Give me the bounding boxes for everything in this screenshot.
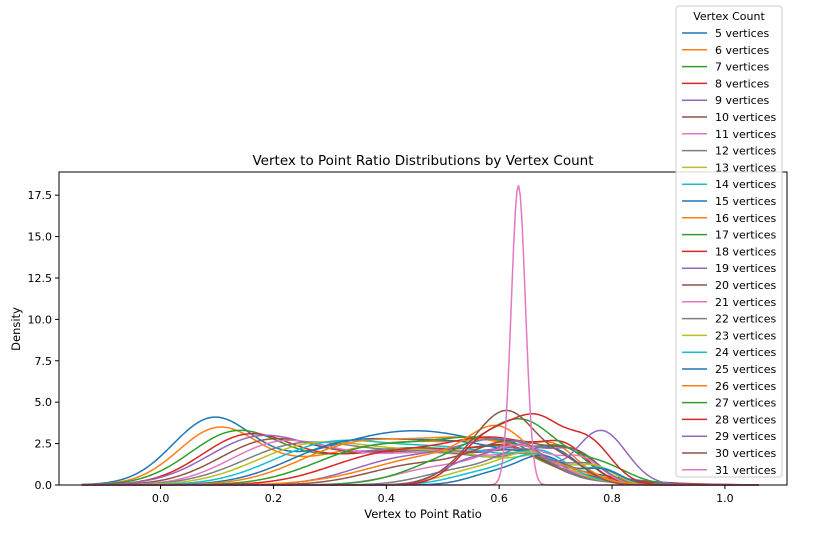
legend-label: 16 vertices	[715, 212, 776, 225]
y-tick-label: 7.5	[35, 355, 53, 368]
axes-frame	[59, 172, 787, 485]
legend-label: 7 vertices	[715, 61, 769, 74]
legend: Vertex Count 5 vertices 6 vertices 7 verti…	[675, 5, 783, 478]
x-axis-label: Vertex to Point Ratio	[364, 507, 482, 521]
legend-label: 12 vertices	[715, 145, 776, 158]
y-tick-label: 12.5	[28, 272, 53, 285]
x-tick-label: 1.0	[716, 492, 734, 505]
legend-label: 17 vertices	[715, 229, 776, 242]
x-tick-label: 0.8	[603, 492, 621, 505]
legend-label: 5 vertices	[715, 27, 769, 40]
legend-label: 29 vertices	[715, 430, 776, 443]
axes-border	[58, 171, 788, 486]
y-tick-label: 5.0	[35, 396, 53, 409]
legend-label: 13 vertices	[715, 161, 776, 174]
legend-label: 9 vertices	[715, 94, 769, 107]
x-axis-ticks: 0.0 0.2 0.4 0.6 0.8 1.0	[152, 485, 734, 505]
y-tick-label: 15.0	[28, 231, 53, 244]
legend-label: 8 vertices	[715, 77, 769, 90]
legend-title: Vertex Count	[693, 10, 765, 23]
legend-label: 25 vertices	[715, 363, 776, 376]
legend-label: 21 vertices	[715, 296, 776, 309]
y-axis-ticks: 0.0 2.5 5.0 7.5 10.0 12.5 15.0 17.5	[28, 189, 59, 492]
legend-label: 26 vertices	[715, 380, 776, 393]
legend-label: 14 vertices	[715, 178, 776, 191]
legend-label: 19 vertices	[715, 262, 776, 275]
legend-label: 30 vertices	[715, 447, 776, 460]
legend-label: 15 vertices	[715, 195, 776, 208]
legend-entries: 5 vertices 6 vertices 7 vertices 8 vertices…	[682, 27, 776, 477]
legend-label: 31 vertices	[715, 464, 776, 477]
legend-label: 10 vertices	[715, 111, 776, 124]
legend-label: 27 vertices	[715, 397, 776, 410]
y-tick-label: 17.5	[28, 189, 53, 202]
x-tick-label: 0.4	[378, 492, 396, 505]
legend-label: 11 vertices	[715, 128, 776, 141]
legend-label: 22 vertices	[715, 313, 776, 326]
x-tick-label: 0.0	[152, 492, 170, 505]
legend-label: 18 vertices	[715, 245, 776, 258]
legend-label: 24 vertices	[715, 346, 776, 359]
legend-label: 6 vertices	[715, 44, 769, 57]
y-tick-label: 2.5	[35, 438, 53, 451]
legend-label: 23 vertices	[715, 329, 776, 342]
legend-label: 28 vertices	[715, 413, 776, 426]
series-line	[81, 416, 759, 486]
y-tick-label: 0.0	[35, 479, 53, 492]
legend-label: 20 vertices	[715, 279, 776, 292]
y-tick-label: 10.0	[28, 313, 53, 326]
legend-box	[675, 5, 783, 478]
x-tick-label: 0.2	[265, 492, 283, 505]
plot-area	[58, 171, 788, 486]
x-tick-label: 0.6	[490, 492, 508, 505]
chart-title: Vertex to Point Ratio Distributions by V…	[252, 153, 593, 169]
y-axis-label: Density	[9, 307, 23, 351]
